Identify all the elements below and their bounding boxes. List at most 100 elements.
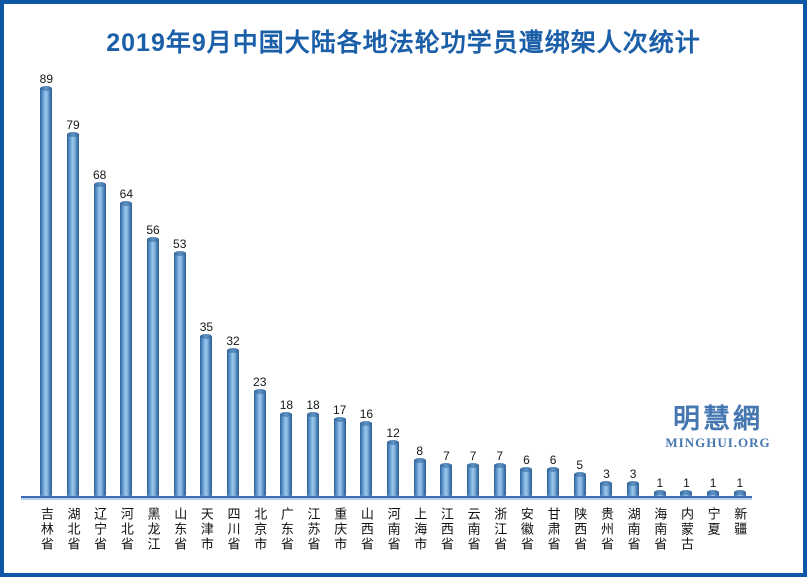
x-axis-label-slot: 上海市 [406, 507, 433, 552]
x-axis-category-label: 陕西省 [572, 507, 588, 552]
bar-slot: 1 [700, 62, 727, 497]
bar-北京市 [253, 389, 266, 497]
x-axis-label-slot: 河南省 [380, 507, 407, 552]
x-axis-category-label: 辽宁省 [92, 507, 108, 552]
x-axis-category-label: 贵州省 [598, 507, 614, 552]
bar-value-label: 7 [469, 449, 477, 463]
x-axis-category-label: 重庆市 [332, 507, 348, 552]
bar-黑龙江 [147, 237, 160, 497]
bar-slot: 6 [540, 62, 567, 497]
bar-上海市 [413, 458, 426, 497]
bar-重庆市 [333, 417, 346, 497]
bar-slot: 12 [380, 62, 407, 497]
x-axis-label-slot: 宁夏 [700, 507, 727, 552]
minghui-logo-text: 明慧網 [673, 404, 763, 434]
x-axis-label-slot: 甘肃省 [540, 507, 567, 552]
x-axis-label-slot: 吉林省 [33, 507, 60, 552]
x-axis-category-label: 浙江省 [492, 507, 508, 552]
bar-湖北省 [67, 132, 79, 497]
x-axis-label-slot: 黑龙江 [140, 507, 167, 552]
bar-slot: 8 [406, 62, 433, 497]
minghui-logo-url: MINGHUI.ORG [665, 435, 771, 451]
bar-贵州省 [600, 481, 613, 497]
x-axis-category-label: 山东省 [172, 507, 188, 552]
bar-value-label: 5 [576, 458, 584, 472]
bar-value-label: 1 [736, 476, 744, 490]
bar-slot: 1 [726, 62, 753, 497]
x-axis-category-label: 河南省 [385, 507, 401, 552]
bar-value-label: 3 [603, 467, 610, 481]
bar-slot: 1 [673, 62, 700, 497]
x-axis-category-label: 安徽省 [518, 507, 534, 552]
bar-广东省 [280, 412, 293, 497]
bar-value-label: 53 [173, 237, 187, 251]
bar-value-label: 7 [443, 449, 450, 463]
bar-value-label: 7 [496, 449, 504, 463]
bar-slot: 64 [113, 62, 140, 497]
bar-slot: 18 [300, 62, 327, 497]
bar-吉林省 [40, 86, 53, 497]
bar-value-label: 23 [253, 375, 267, 389]
bar-value-label: 1 [683, 476, 690, 490]
bar-value-label: 3 [629, 467, 637, 481]
bar-value-label: 17 [333, 403, 347, 417]
bar-slot: 7 [486, 62, 513, 497]
bar-slot: 3 [620, 62, 647, 497]
bar-辽宁省 [93, 182, 106, 497]
bar-山西省 [360, 421, 373, 497]
x-axis-label-slot: 湖北省 [60, 507, 87, 552]
x-axis-label-slot: 江西省 [433, 507, 460, 552]
x-axis-category-label: 河北省 [118, 507, 134, 552]
x-axis-category-label: 天津市 [198, 507, 214, 552]
bar-slot: 5 [566, 62, 593, 497]
bar-value-label: 8 [416, 444, 424, 458]
x-axis-category-label: 北京市 [252, 507, 268, 552]
x-axis-category-label: 江西省 [438, 507, 454, 552]
bar-value-label: 35 [199, 320, 214, 334]
bar-湖南省 [627, 481, 640, 497]
bar-slot: 53 [166, 62, 193, 497]
x-axis-category-label: 湖北省 [65, 507, 81, 552]
bar-内蒙古 [680, 490, 693, 497]
x-axis-label-slot: 湖南省 [620, 507, 647, 552]
x-axis-category-label: 内蒙古 [678, 507, 694, 552]
x-axis-label-slot: 云南省 [460, 507, 487, 552]
x-axis-label-slot: 新疆 [726, 507, 753, 552]
bar-山东省 [173, 251, 186, 497]
bar-甘肃省 [547, 467, 560, 497]
x-axis-category-label: 上海市 [412, 507, 428, 552]
bar-天津市 [200, 334, 213, 497]
x-axis-category-label: 新疆 [732, 507, 748, 537]
bar-河南省 [387, 440, 400, 497]
bar-value-label: 12 [386, 426, 400, 440]
bar-slot: 56 [140, 62, 167, 497]
bar-海南省 [653, 490, 666, 497]
plot-area: 89 79 68 64 56 53 35 32 23 18 18 17 16 12 8 7 7 7 6 6 5 3 3 1 1 1… [33, 62, 753, 497]
x-axis-category-label: 四川省 [225, 507, 241, 552]
bar-slot: 7 [460, 62, 487, 497]
bar-value-label: 32 [226, 334, 240, 348]
bar-value-label: 64 [119, 187, 134, 201]
x-axis-category-label: 黑龙江 [145, 507, 161, 552]
bar-slot: 16 [353, 62, 380, 497]
x-axis-category-label: 山西省 [358, 507, 374, 552]
bar-value-label: 18 [306, 398, 320, 412]
bar-陕西省 [573, 472, 586, 497]
x-axis-category-label: 广东省 [278, 507, 294, 552]
x-axis-label-slot: 安徽省 [513, 507, 540, 552]
x-axis-label-slot: 辽宁省 [86, 507, 113, 552]
bar-四川省 [227, 348, 240, 497]
minghui-watermark: 明慧網 MINGHUI.ORG [642, 403, 794, 451]
bar-slot: 7 [433, 62, 460, 497]
x-axis-label-slot: 山东省 [166, 507, 193, 552]
bar-河北省 [120, 201, 133, 497]
x-axis-label-slot: 四川省 [220, 507, 247, 552]
bar-slot: 6 [513, 62, 540, 497]
x-axis-label-slot: 北京市 [246, 507, 273, 552]
bar-浙江省 [493, 463, 506, 497]
x-axis-label-slot: 天津市 [193, 507, 220, 552]
x-axis-label-slot: 山西省 [353, 507, 380, 552]
bar-slot: 32 [220, 62, 247, 497]
bar-value-label: 89 [39, 72, 54, 86]
